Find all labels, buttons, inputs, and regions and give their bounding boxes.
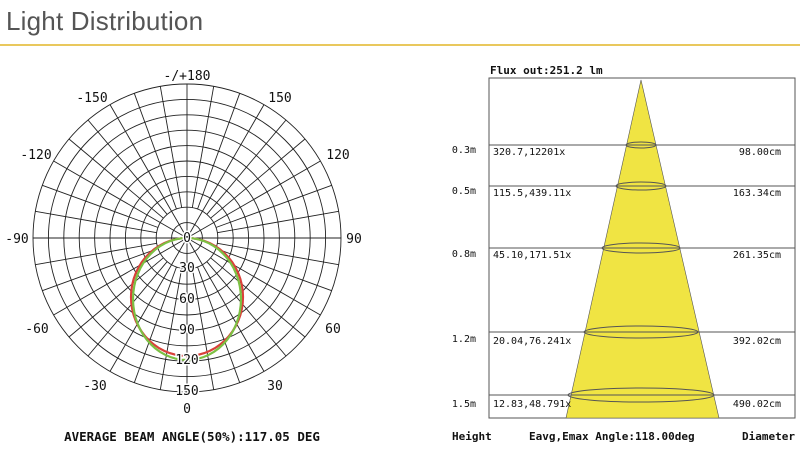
height-label-3: 1.2m bbox=[452, 334, 476, 345]
polar-grid-spoke bbox=[68, 138, 164, 219]
polar-grid-spoke bbox=[206, 261, 287, 357]
diameter-label-3: 392.02cm bbox=[733, 336, 781, 347]
polar-grid-spoke bbox=[215, 248, 332, 292]
diameter-label-0: 98.00cm bbox=[739, 147, 781, 158]
polar-grid-spoke bbox=[133, 266, 177, 383]
diameter-label-4: 490.02cm bbox=[733, 399, 781, 410]
page-title: Light Distribution bbox=[6, 6, 204, 36]
polar-grid-spoke bbox=[35, 210, 157, 234]
height-label-0: 0.3m bbox=[452, 145, 476, 156]
eavg-label-2: 45.10,171.51x bbox=[493, 250, 571, 261]
eavg-label-0: 320.7,12201x bbox=[493, 147, 565, 158]
polar-grid bbox=[32, 83, 342, 393]
polar-grid-spoke bbox=[87, 261, 168, 357]
eavg-label-3: 20.04,76.241x bbox=[493, 336, 571, 347]
polar-grid-spoke bbox=[87, 119, 168, 215]
angle-label-90: 90 bbox=[346, 232, 362, 247]
polar-grid-spoke bbox=[186, 237, 265, 372]
beam-ellipse-1.2m bbox=[583, 325, 699, 339]
polar-curve-c0 bbox=[129, 236, 245, 358]
height-label-1: 0.5m bbox=[452, 186, 476, 197]
radial-label-60: 60 bbox=[179, 292, 195, 307]
angle-label-150: 150 bbox=[268, 91, 291, 106]
polar-grid-spoke bbox=[217, 210, 339, 234]
radial-label-90: 90 bbox=[179, 323, 195, 338]
polar-grid-spoke bbox=[133, 93, 177, 210]
polar-grid-spoke bbox=[53, 160, 188, 239]
eavg-label-1: 115.5,439.11x bbox=[493, 188, 571, 199]
diameter-column-label: Diameter bbox=[742, 430, 795, 443]
cone-row-lines bbox=[489, 144, 795, 396]
polar-grid-spoke bbox=[159, 86, 183, 208]
cone-footer: Height Eavg,Emax Angle:118.00deg Diamete… bbox=[452, 430, 795, 443]
beam-ellipse-0.3m bbox=[625, 141, 657, 149]
polar-grid-spoke bbox=[42, 248, 159, 292]
height-labels: 0.3m 0.5m 0.8m 1.2m 1.5m bbox=[452, 145, 476, 410]
polar-grid-spoke bbox=[186, 160, 321, 239]
radial-label-30: 30 bbox=[179, 261, 195, 276]
polar-curve-c90 bbox=[131, 236, 243, 362]
diameter-label-2: 261.35cm bbox=[733, 250, 781, 261]
diameter-labels: 98.00cm 163.34cm 261.35cm 392.02cm 490.0… bbox=[733, 147, 781, 410]
radial-label-120: 120 bbox=[175, 353, 198, 368]
beam-ellipse-1.5m bbox=[567, 387, 715, 403]
polar-grid-spoke bbox=[159, 268, 183, 390]
diameter-label-1: 163.34cm bbox=[733, 188, 781, 199]
height-column-label: Height bbox=[452, 430, 492, 443]
eavg-labels: 320.7,12201x 115.5,439.11x 45.10,171.51x… bbox=[493, 147, 571, 410]
angle-label-60: 60 bbox=[325, 322, 341, 337]
polar-grid-spoke bbox=[197, 93, 241, 210]
polar-grid-spoke bbox=[109, 104, 188, 239]
angle-label-neg30: -30 bbox=[83, 379, 106, 394]
polar-grid-spoke bbox=[186, 104, 265, 239]
polar-grid-spoke bbox=[42, 184, 159, 228]
title-divider bbox=[0, 44, 800, 46]
angle-summary-label: Eavg,Emax Angle:118.00deg bbox=[529, 430, 695, 443]
beam-ellipse-0.8m bbox=[601, 242, 681, 254]
polar-diagram: -/+180 -150 150 -120 120 -90 90 -60 60 -… bbox=[5, 69, 362, 444]
height-label-4: 1.5m bbox=[452, 399, 476, 410]
polar-grid-spoke bbox=[206, 119, 287, 215]
cone-diagram: Flux out:251.2 lm 0.3m 0.5m 0.8m 1.2m bbox=[452, 64, 796, 443]
angle-label-0: 0 bbox=[183, 402, 191, 417]
polar-grid-spoke bbox=[53, 237, 188, 316]
polar-grid-spoke bbox=[191, 86, 215, 208]
height-label-2: 0.8m bbox=[452, 249, 476, 260]
beam-ellipse-0.5m bbox=[615, 181, 667, 191]
angle-label-180: -/+180 bbox=[164, 69, 211, 84]
polar-grid-spoke bbox=[109, 237, 188, 372]
beam-ellipses bbox=[567, 141, 715, 403]
polar-grid-spoke bbox=[210, 138, 306, 219]
angle-label-30: 30 bbox=[267, 379, 283, 394]
polar-grid-spoke bbox=[68, 257, 164, 338]
radial-label-0: 0 bbox=[183, 231, 191, 246]
polar-radial-labels: 0 30 60 90 120 150 bbox=[174, 230, 200, 401]
angle-label-neg90: -90 bbox=[5, 232, 28, 247]
flux-out-label: Flux out:251.2 lm bbox=[490, 64, 603, 77]
polar-grid-spoke bbox=[215, 184, 332, 228]
beam-angle-caption: AVERAGE BEAM ANGLE(50%):117.05 DEG bbox=[64, 429, 320, 444]
angle-label-neg60: -60 bbox=[25, 322, 48, 337]
polar-grid-spoke bbox=[217, 242, 339, 266]
polar-grid-spoke bbox=[35, 242, 157, 266]
polar-angle-labels: -/+180 -150 150 -120 120 -90 90 -60 60 -… bbox=[5, 69, 362, 417]
polar-grid-spoke bbox=[210, 257, 306, 338]
angle-label-neg150: -150 bbox=[76, 91, 107, 106]
angle-label-120: 120 bbox=[326, 148, 349, 163]
polar-grid-spoke bbox=[186, 237, 321, 316]
light-cone bbox=[565, 79, 720, 419]
polar-grid-spoke bbox=[191, 268, 215, 390]
eavg-label-4: 12.83,48.791x bbox=[493, 399, 571, 410]
angle-label-neg120: -120 bbox=[20, 148, 51, 163]
radial-label-150: 150 bbox=[175, 384, 198, 399]
polar-grid-spoke bbox=[197, 266, 241, 383]
